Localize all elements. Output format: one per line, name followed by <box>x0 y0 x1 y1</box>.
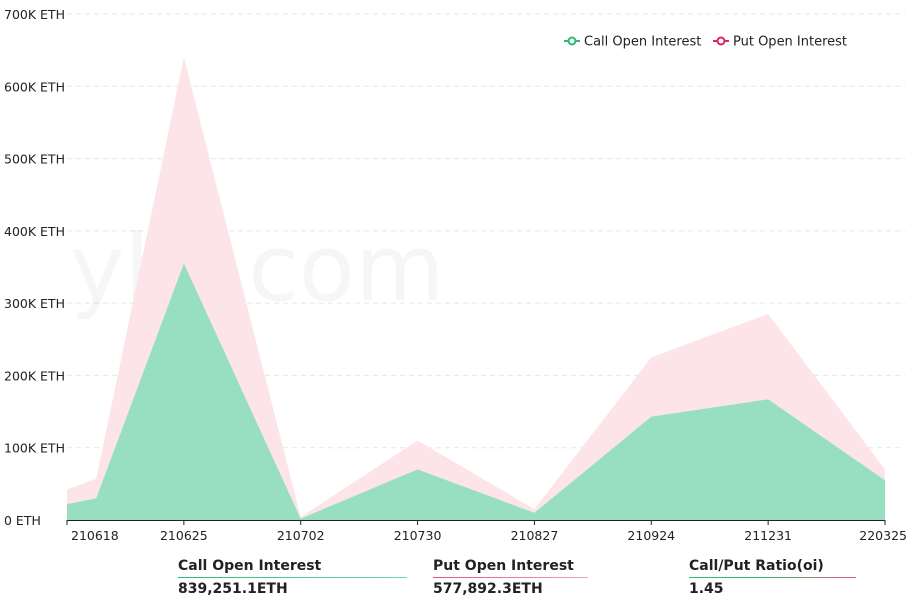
series-areas <box>67 57 885 520</box>
x-tick-label: 220325 <box>859 528 907 543</box>
put-open-interest-value: 577,892.3ETH <box>433 581 543 597</box>
call-open-interest-summary: Call Open Interest 839,251.1ETH <box>178 558 407 597</box>
y-tick-label: 500K ETH <box>4 152 65 167</box>
x-tick-label: 210618 <box>71 528 119 543</box>
legend-item-call[interactable]: Call Open Interest <box>564 35 701 50</box>
call-open-interest-area <box>67 263 885 520</box>
y-tick-label: 600K ETH <box>4 79 65 94</box>
call-open-interest-value: 839,251.1ETH <box>178 581 288 597</box>
y-tick-label: 300K ETH <box>4 296 65 311</box>
put-underline <box>433 577 588 578</box>
y-tick-label: 0 ETH <box>4 513 41 528</box>
legend-item-put[interactable]: Put Open Interest <box>713 35 847 50</box>
x-tick-label: 210625 <box>160 528 208 543</box>
y-tick-label: 700K ETH <box>4 7 65 22</box>
y-tick-label: 200K ETH <box>4 368 65 383</box>
open-interest-chart: yht.com 700K ETH 600K ETH 500K ETH 400K ETH… <box>4 7 907 543</box>
put-open-interest-summary: Put Open Interest 577,892.3ETH <box>433 558 588 597</box>
x-tick-label: 210924 <box>627 528 675 543</box>
legend-marker-dot <box>716 36 726 46</box>
ratio-underline <box>689 577 856 578</box>
call-underline <box>178 577 407 578</box>
legend[interactable]: Call Open Interest Put Open Interest <box>564 35 847 50</box>
x-tick-label: 210730 <box>394 528 442 543</box>
legend-label: Put Open Interest <box>733 35 847 50</box>
y-tick-label: 100K ETH <box>4 441 65 456</box>
watermark: yht.com <box>70 215 445 322</box>
x-tick-label: 210702 <box>277 528 325 543</box>
x-tick-label: 210827 <box>511 528 559 543</box>
call-put-ratio-summary: Call/Put Ratio(oi) 1.45 <box>689 558 856 597</box>
call-put-ratio-label: Call/Put Ratio(oi) <box>689 558 824 574</box>
legend-marker-dot <box>567 36 577 46</box>
legend-label: Call Open Interest <box>584 35 701 50</box>
put-open-interest-area <box>67 57 885 519</box>
put-open-interest-label: Put Open Interest <box>433 558 574 574</box>
x-axis: 210618 210625 210702 210730 210827 210924 2112… <box>66 520 907 543</box>
x-tick-label: 211231 <box>744 528 792 543</box>
y-tick-label: 400K ETH <box>4 224 65 239</box>
call-put-ratio-value: 1.45 <box>689 581 724 597</box>
y-axis: 700K ETH 600K ETH 500K ETH 400K ETH 300K ETH… <box>4 7 65 528</box>
call-open-interest-label: Call Open Interest <box>178 558 322 574</box>
